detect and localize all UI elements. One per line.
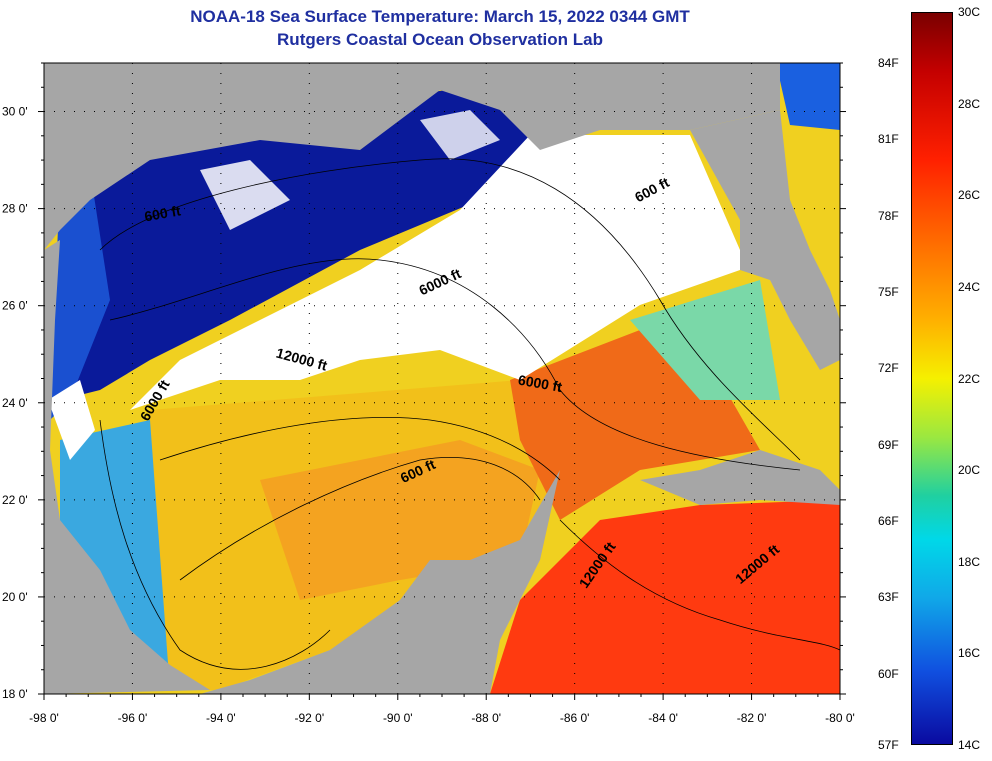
lon-tick-label: -88 0' [471,711,501,725]
lon-tick-label: -84 0' [648,711,678,725]
cold-shelf-west [50,170,110,420]
lat-tick-label: 18 0' [2,687,28,701]
lon-tick-label: -94 0' [206,711,236,725]
map-title: NOAA-18 Sea Surface Temperature: March 1… [190,7,690,26]
celsius-label: 26C [958,188,981,203]
lon-tick-label: -96 0' [118,711,148,725]
fahrenheit-label: 78F [878,208,899,223]
fahrenheit-label: 57F [878,738,899,752]
lat-tick-label: 28 0' [2,202,28,216]
cool-water-west [60,420,170,690]
cold-atlantic [776,63,840,130]
celsius-label: 20C [958,463,981,478]
temperature-colorbar [911,12,953,745]
celsius-label: 30C [958,5,981,19]
lon-tick-label: -98 0' [29,711,59,725]
celsius-label: 14C [958,738,981,752]
fahrenheit-label: 69F [878,437,899,452]
contour-depth-label: 600 ft [143,202,182,224]
fahrenheit-label: 72F [878,361,899,376]
land-us-coast [44,63,780,250]
lon-tick-label: -80 0' [825,711,855,725]
cold-shelf [60,80,560,400]
lon-tick-label: -92 0' [295,711,325,725]
land-yucatan [200,470,560,694]
lat-tick-label: 26 0' [2,299,28,313]
fahrenheit-label: 84F [878,55,899,70]
cloud-patch [420,110,500,160]
lon-tick-label: -82 0' [737,711,767,725]
land-mexico [44,240,210,694]
lat-tick-label: 20 0' [2,590,28,604]
fahrenheit-label: 60F [878,666,899,681]
celsius-label: 24C [958,279,981,294]
celsius-label: 28C [958,96,981,111]
fahrenheit-label: 63F [878,590,899,605]
cloud-patch [200,160,290,230]
mild-water-east [630,280,780,400]
celsius-label: 16C [958,646,981,661]
lat-tick-label: 24 0' [2,396,28,410]
celsius-label: 22C [958,371,981,386]
fahrenheit-label: 75F [878,284,899,299]
fahrenheit-label: 66F [878,514,899,529]
lon-tick-label: -90 0' [383,711,413,725]
cloud-west [48,380,95,460]
cloud-band [130,135,740,410]
lat-tick-label: 22 0' [2,493,28,507]
land-cuba [640,450,840,505]
contour-depth-label: 6000 ft [517,372,564,396]
lon-tick-label: -86 0' [560,711,590,725]
map-subtitle: Rutgers Coastal Ocean Observation Lab [277,30,603,49]
land-florida [690,110,840,370]
bathymetry-contours [99,158,840,670]
fahrenheit-label: 81F [878,132,899,147]
lat-tick-label: 30 0' [2,105,28,119]
celsius-label: 18C [958,554,981,569]
